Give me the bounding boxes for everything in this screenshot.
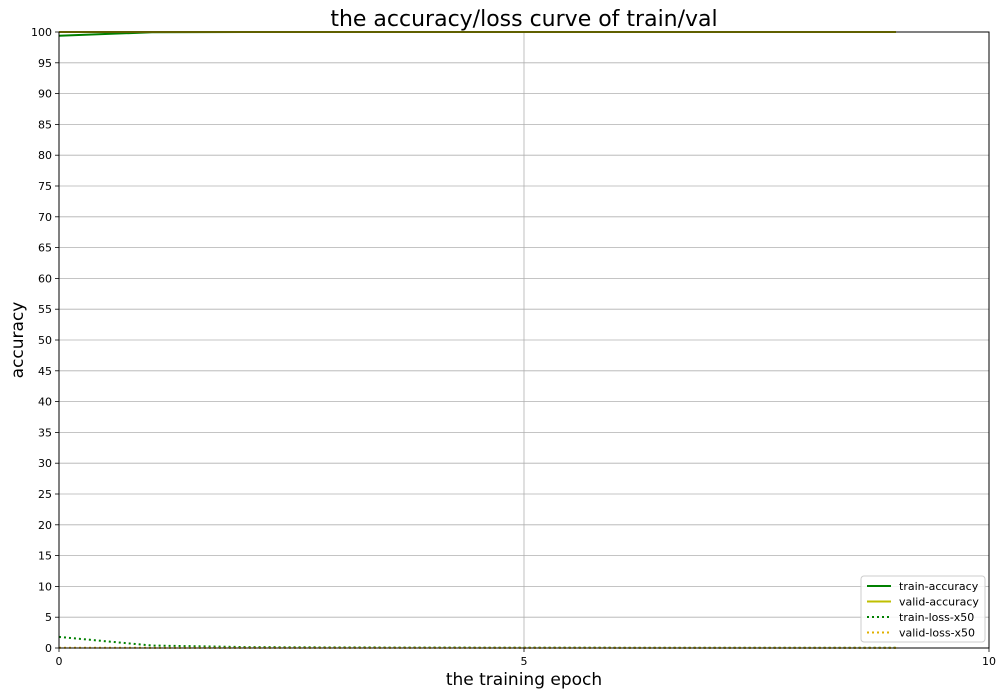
y-tick-label: 100 bbox=[31, 26, 52, 39]
x-tick-label: 0 bbox=[56, 655, 63, 668]
ticks: 0510152025303540455055606570758085909510… bbox=[31, 26, 996, 668]
grid bbox=[58, 31, 990, 649]
legend-label-valid-accuracy: valid-accuracy bbox=[899, 596, 979, 609]
y-tick-label: 55 bbox=[38, 303, 52, 316]
y-tick-label: 40 bbox=[38, 396, 52, 409]
y-tick-label: 90 bbox=[38, 88, 52, 101]
y-tick-label: 5 bbox=[45, 611, 52, 624]
legend-label-train-loss-x50: train-loss-x50 bbox=[899, 611, 974, 624]
legend-label-valid-loss-x50: valid-loss-x50 bbox=[899, 627, 975, 640]
x-axis-label: the training epoch bbox=[446, 670, 602, 690]
chart-title: the accuracy/loss curve of train/val bbox=[330, 7, 717, 32]
y-tick-label: 85 bbox=[38, 118, 52, 131]
y-tick-label: 15 bbox=[38, 550, 52, 563]
series-line-train-loss-x50 bbox=[58, 635, 896, 649]
y-tick-label: 20 bbox=[38, 519, 52, 532]
x-tick-label: 10 bbox=[982, 655, 996, 668]
y-tick-label: 65 bbox=[38, 242, 52, 255]
x-tick-label: 5 bbox=[521, 655, 528, 668]
y-tick-label: 95 bbox=[38, 57, 52, 70]
y-tick-label: 80 bbox=[38, 149, 52, 162]
y-tick-label: 25 bbox=[38, 488, 52, 501]
y-tick-label: 10 bbox=[38, 580, 52, 593]
y-tick-label: 60 bbox=[38, 272, 52, 285]
legend-label-train-accuracy: train-accuracy bbox=[899, 580, 979, 593]
y-tick-label: 30 bbox=[38, 457, 52, 470]
y-axis-label: accuracy bbox=[8, 302, 28, 379]
legend-box bbox=[860, 575, 986, 643]
y-tick-label: 70 bbox=[38, 211, 52, 224]
y-tick-label: 75 bbox=[38, 180, 52, 193]
y-tick-label: 35 bbox=[38, 426, 52, 439]
y-tick-label: 45 bbox=[38, 365, 52, 378]
legend: train-accuracy valid-accuracy train-loss-x… bbox=[860, 575, 986, 643]
y-tick-label: 0 bbox=[45, 642, 52, 655]
y-tick-label: 50 bbox=[38, 334, 52, 347]
